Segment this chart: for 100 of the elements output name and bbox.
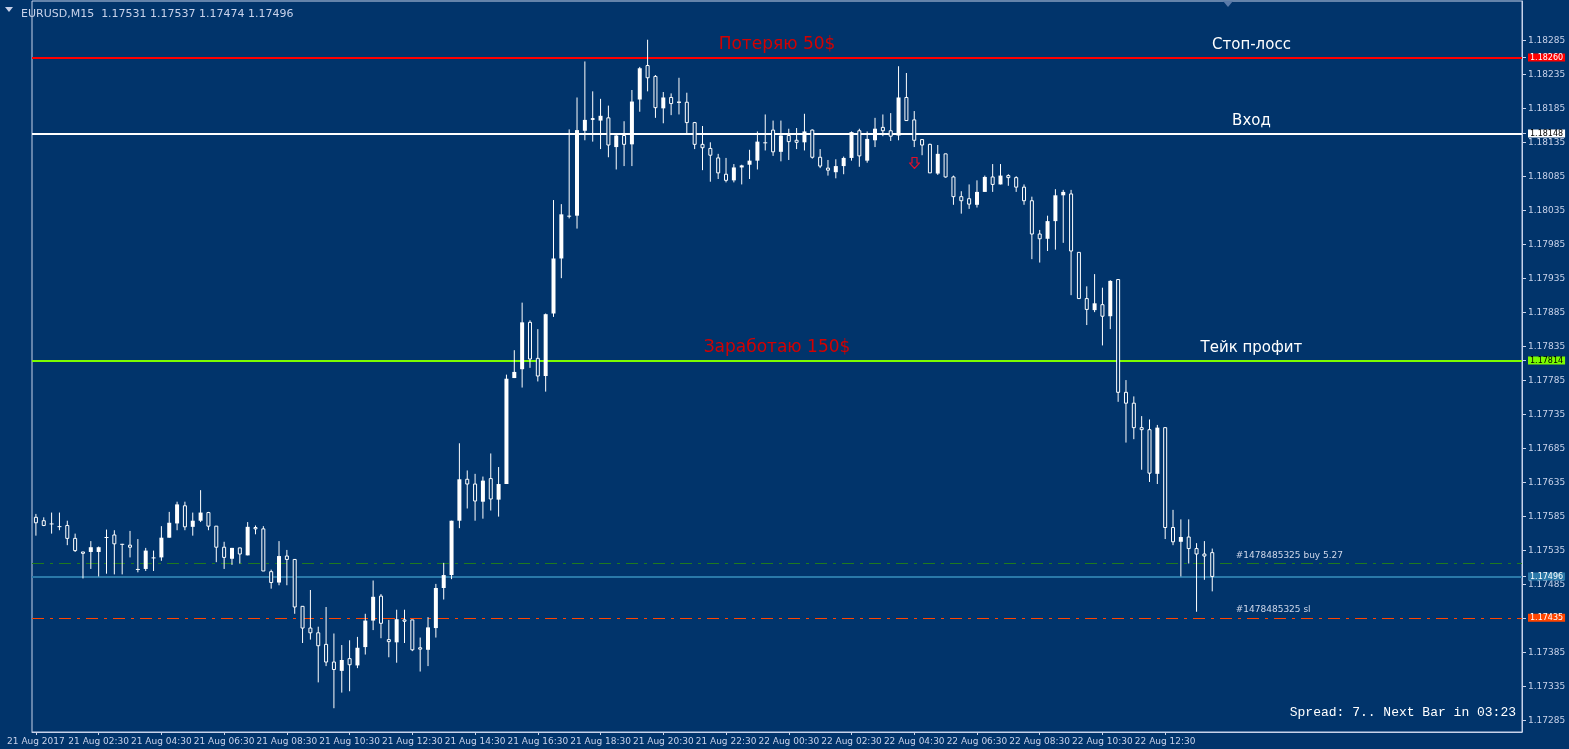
candlestick	[284, 549, 289, 586]
candlestick	[951, 175, 956, 206]
candlestick	[300, 605, 305, 644]
candlestick	[418, 637, 423, 673]
candlestick	[49, 512, 54, 535]
candlestick	[1171, 509, 1176, 546]
candlestick	[159, 525, 164, 562]
candlestick	[920, 139, 925, 156]
candlestick	[151, 550, 156, 572]
candlestick	[990, 163, 995, 193]
candlestick	[1022, 183, 1027, 206]
candlestick	[104, 529, 109, 575]
candlestick	[488, 452, 493, 512]
candlestick	[1084, 285, 1089, 326]
candlestick	[833, 158, 838, 179]
candlestick	[269, 569, 274, 590]
candlestick	[904, 72, 909, 122]
y-tick-label: 1.18285	[1528, 35, 1566, 46]
x-tick-label: 21 Aug 04:30	[131, 735, 193, 746]
ref-line-label: Тейк профит	[1199, 337, 1303, 356]
candlestick	[441, 562, 446, 601]
candlestick	[339, 644, 344, 694]
x-tick-label: 22 Aug 04:30	[883, 735, 945, 746]
candlestick	[535, 328, 540, 382]
candlestick	[661, 91, 666, 124]
x-tick-label: 21 Aug 10:30	[319, 735, 381, 746]
y-tick-label: 1.17985	[1528, 239, 1566, 250]
candlestick	[1202, 540, 1207, 581]
ref-line-label: #1478485325 sl	[1235, 604, 1311, 615]
ref-line-label: #1478485325 buy 5.27	[1235, 550, 1344, 561]
y-tick-label: 1.18235	[1528, 69, 1566, 80]
candlestick	[73, 533, 78, 553]
candlestick	[33, 513, 38, 537]
y-tick-label: 1.17885	[1528, 307, 1566, 318]
x-tick-label: 21 Aug 06:30	[193, 735, 255, 746]
candlestick	[182, 501, 187, 531]
y-tick-label: 1.17935	[1528, 273, 1566, 284]
y-tick-label: 1.17685	[1528, 443, 1566, 454]
candlestick	[316, 626, 321, 683]
candlestick	[473, 473, 478, 522]
candlestick	[724, 157, 729, 183]
y-tick-label: 1.18135	[1528, 137, 1566, 148]
candlestick	[331, 632, 336, 709]
y-tick-label: 1.17635	[1528, 476, 1566, 487]
y-tick-label: 1.17285	[1528, 714, 1566, 725]
ref-line-label: Стоп-лосс	[1212, 34, 1291, 53]
candlestick	[386, 619, 391, 658]
candlestick	[747, 149, 752, 180]
x-tick-label: 21 Aug 22:30	[695, 735, 757, 746]
text: EURUSD,M15 1.17531 1.17537 1.17474 1.17496	[21, 7, 294, 20]
candlestick	[128, 530, 133, 558]
candlestick	[974, 179, 979, 209]
x-tick-label: 22 Aug 00:30	[758, 735, 820, 746]
candlestick	[426, 616, 431, 667]
candlestick	[1037, 229, 1042, 264]
candlestick	[465, 469, 470, 509]
candlestick	[402, 609, 407, 644]
candlestick	[1100, 287, 1105, 346]
x-tick-label: 21 Aug 18:30	[570, 735, 632, 746]
candlestick	[818, 148, 823, 169]
y-tick-label: 1.18148	[1530, 128, 1564, 138]
candlestick	[645, 39, 650, 92]
annotation: Spread: 7.. Next Bar in 03:23	[1289, 705, 1516, 720]
candlestick	[371, 580, 376, 631]
candlestick	[120, 543, 125, 575]
candlestick	[825, 159, 830, 177]
candlestick	[959, 190, 964, 215]
x-tick-label: 22 Aug 06:30	[946, 735, 1008, 746]
y-tick-label: 1.17735	[1528, 409, 1566, 420]
x-tick-label: 21 Aug 02:30	[68, 735, 130, 746]
y-tick-label: 1.18085	[1528, 171, 1566, 182]
candlestick	[65, 520, 70, 546]
candlestick	[480, 476, 485, 520]
y-tick-label: 1.17535	[1528, 544, 1566, 555]
candlestick	[1123, 379, 1128, 444]
x-tick-label: 22 Aug 02:30	[821, 735, 883, 746]
y-tick-label: 1.17435	[1530, 613, 1564, 623]
candlestick	[1139, 415, 1144, 471]
y-tick-label: 1.18035	[1528, 205, 1566, 216]
candlestick	[96, 546, 101, 577]
x-tick-label: 22 Aug 08:30	[1009, 735, 1071, 746]
candlestick	[135, 538, 140, 573]
x-tick-label: 21 Aug 2017	[7, 735, 65, 746]
ref-line-label: Вход	[1232, 110, 1271, 129]
candlestick	[190, 512, 195, 537]
x-tick-label: 21 Aug 16:30	[507, 735, 569, 746]
candlestick	[214, 525, 219, 563]
candlestick	[512, 349, 517, 379]
candlestick	[324, 606, 329, 667]
y-tick-label: 1.17585	[1528, 510, 1566, 521]
y-tick-label: 1.17485	[1528, 578, 1566, 589]
annotation: Заработаю 150$	[703, 335, 851, 356]
candlestick	[347, 639, 352, 692]
x-tick-label: 21 Aug 08:30	[256, 735, 318, 746]
candlestick	[80, 551, 85, 579]
candlestick	[1045, 215, 1050, 252]
candlestick	[175, 501, 180, 531]
candlestick	[967, 183, 972, 210]
x-tick-label: 21 Aug 12:30	[382, 735, 443, 746]
candlestick	[143, 547, 148, 572]
